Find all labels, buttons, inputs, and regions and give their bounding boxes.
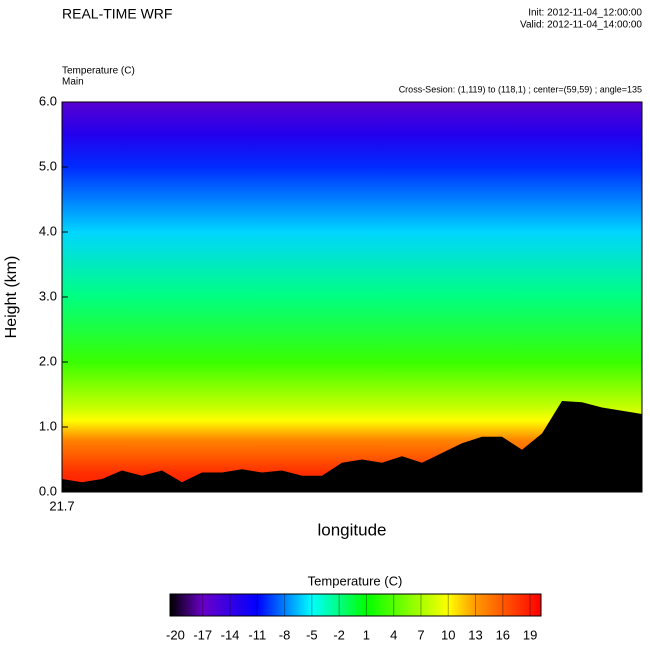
colorbar-tick-label: -17 (193, 627, 212, 642)
section-label: Cross-Sesion: (1,119) to (118,1) ; cente… (399, 84, 642, 94)
colorbar-tick-label: -2 (333, 627, 345, 642)
colorbar-tick-label: 16 (496, 627, 510, 642)
colorbar-tick-label: 13 (468, 627, 482, 642)
colorbar-tick-label: 19 (523, 627, 537, 642)
temperature-field (62, 102, 642, 492)
y-tick-label: 1.0 (39, 418, 57, 433)
x-axis-label: longitude (317, 520, 386, 539)
init-time: Init: 2012-11-04_12:00:00 (528, 8, 642, 19)
subtitle: Main (62, 77, 84, 88)
y-tick-label: 6.0 (39, 93, 57, 108)
y-tick-label: 3.0 (39, 288, 57, 303)
x-tick-label: 21.7 (49, 498, 74, 513)
y-tick-label: 2.0 (39, 353, 57, 368)
y-axis-label: Height (km) (3, 256, 20, 339)
valid-time: Valid: 2012-11-04_14:00:00 (520, 20, 642, 31)
y-tick-label: 0.0 (39, 483, 57, 498)
colorbar-title: Temperature (C) (308, 573, 403, 588)
colorbar-tick-label: 10 (441, 627, 455, 642)
colorbar-tick-label: -8 (279, 627, 291, 642)
y-tick-label: 4.0 (39, 223, 57, 238)
colorbar-tick-label: -11 (248, 627, 266, 642)
colorbar-tick-label: 1 (363, 627, 370, 642)
field-label: Temperature (C) (62, 66, 135, 77)
terrain (62, 401, 642, 492)
colorbar-tick-label: 7 (417, 627, 424, 642)
colorbar-tick-label: -14 (221, 627, 240, 642)
chart-title: REAL-TIME WRF (62, 6, 172, 22)
colorbar (169, 593, 542, 617)
y-tick-label: 5.0 (39, 158, 57, 173)
colorbar-tick-label: -20 (166, 627, 185, 642)
colorbar-tick-label: 4 (390, 627, 397, 642)
colorbar-tick-label: -5 (306, 627, 318, 642)
